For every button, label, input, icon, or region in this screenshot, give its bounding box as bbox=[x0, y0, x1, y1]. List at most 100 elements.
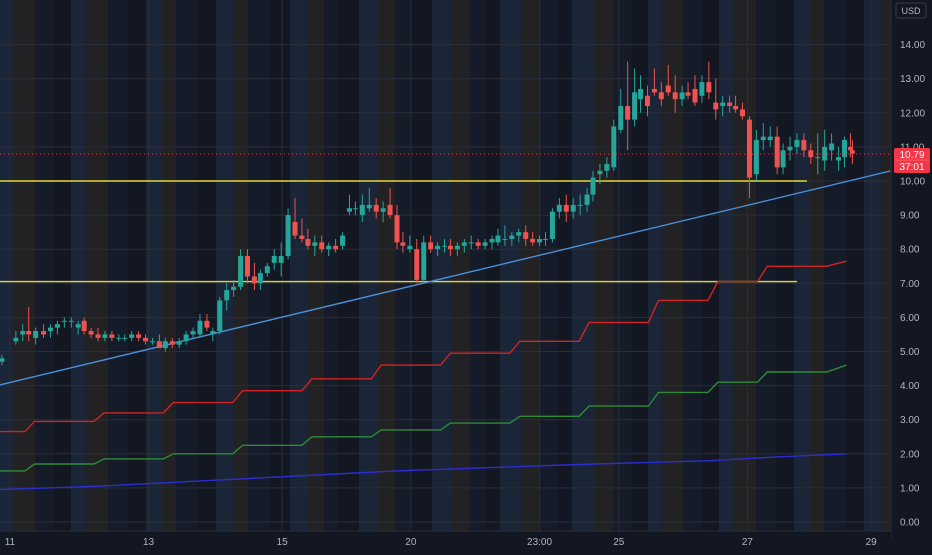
price-axis-panel[interactable] bbox=[891, 0, 932, 540]
currency-button[interactable] bbox=[895, 2, 927, 19]
candle-body bbox=[13, 337, 19, 342]
time-axis-ticks: 11 13 15 20 23:00 25 27 29 bbox=[5, 537, 877, 548]
session-band bbox=[71, 0, 86, 531]
candle-body bbox=[829, 143, 835, 151]
time-axis-panel[interactable] bbox=[0, 531, 891, 550]
candles[interactable] bbox=[0, 61, 855, 366]
candle-body bbox=[251, 276, 257, 284]
session-band bbox=[683, 0, 702, 531]
session-band bbox=[452, 0, 470, 531]
candle-body bbox=[61, 320, 67, 322]
session-band bbox=[432, 0, 452, 531]
price-tick-label: 0.00 bbox=[900, 518, 920, 529]
indicator-line bbox=[0, 364, 847, 472]
candle-body bbox=[733, 105, 739, 110]
session-band bbox=[776, 0, 794, 531]
candle-body bbox=[340, 235, 346, 246]
candle-body bbox=[54, 324, 60, 328]
candle-body bbox=[387, 204, 393, 216]
candle-body bbox=[530, 238, 536, 243]
candle-body bbox=[421, 242, 427, 280]
candle-body bbox=[319, 242, 325, 250]
candle-body bbox=[611, 126, 617, 168]
candle-body bbox=[366, 204, 372, 209]
candle-body bbox=[75, 324, 81, 328]
session-band bbox=[216, 0, 233, 531]
session-band bbox=[162, 0, 176, 531]
candle-body bbox=[502, 238, 508, 240]
candle-body bbox=[658, 92, 664, 100]
price-tick-label: 1.00 bbox=[900, 483, 920, 494]
candle-body bbox=[299, 235, 305, 239]
candle-body bbox=[632, 92, 638, 120]
candle-body bbox=[468, 242, 474, 244]
candle-body bbox=[373, 204, 379, 212]
session-band bbox=[308, 0, 324, 531]
session-band bbox=[176, 0, 197, 531]
candle-body bbox=[727, 102, 733, 106]
candle-body bbox=[47, 327, 53, 332]
session-band bbox=[540, 0, 557, 531]
last-price-value: 10.79 bbox=[899, 150, 924, 161]
candle-body bbox=[454, 245, 460, 250]
candle-body bbox=[740, 109, 745, 117]
candle-body bbox=[428, 242, 434, 250]
price-axis-ticks: 0.00 1.00 2.00 3.00 4.00 5.00 6.00 7.00 8.00 9.00… bbox=[900, 40, 925, 528]
candle-body bbox=[312, 242, 318, 246]
price-tick-label: 14.00 bbox=[900, 40, 925, 51]
candle-body bbox=[271, 256, 277, 263]
session-band bbox=[410, 0, 432, 531]
session-band bbox=[864, 0, 881, 531]
session-band bbox=[702, 0, 719, 531]
price-tick-label: 13.00 bbox=[900, 74, 925, 85]
candle-body bbox=[88, 331, 94, 335]
candle-body bbox=[143, 337, 149, 342]
session-band bbox=[128, 0, 146, 531]
time-tick-label: 15 bbox=[277, 537, 289, 548]
session-band bbox=[359, 0, 378, 531]
candle-body bbox=[400, 242, 406, 246]
session-band bbox=[662, 0, 683, 531]
candle-body bbox=[774, 136, 780, 168]
session-band bbox=[86, 0, 108, 531]
candle-body bbox=[563, 204, 569, 212]
candle-body bbox=[692, 88, 698, 103]
session-band bbox=[248, 0, 270, 531]
candle-body bbox=[570, 204, 576, 212]
candle-body bbox=[679, 92, 685, 100]
candle-body bbox=[604, 163, 610, 171]
candle-body bbox=[217, 300, 223, 332]
time-tick-label: 27 bbox=[742, 537, 754, 548]
candle-body bbox=[495, 235, 501, 243]
session-band bbox=[845, 0, 864, 531]
price-tick-label: 7.00 bbox=[900, 279, 920, 290]
candle-body bbox=[542, 238, 548, 240]
candle-body bbox=[33, 331, 39, 338]
candle-body bbox=[847, 146, 853, 151]
candle-body bbox=[81, 320, 87, 332]
candle-body bbox=[780, 150, 786, 168]
candle-body bbox=[238, 256, 244, 287]
candle-body bbox=[489, 238, 495, 243]
price-badge: 10.79 37:01 bbox=[894, 148, 930, 174]
candle-body bbox=[475, 242, 481, 246]
session-band bbox=[756, 0, 776, 531]
time-tick-label: 20 bbox=[405, 537, 417, 548]
price-tick-label: 10.00 bbox=[900, 177, 925, 188]
candle-body bbox=[380, 208, 386, 212]
price-tick-label: 12.00 bbox=[900, 108, 925, 119]
candle-body bbox=[109, 334, 115, 338]
candle-body bbox=[482, 242, 488, 246]
candle-body bbox=[231, 286, 237, 291]
session-band bbox=[338, 0, 359, 531]
candle-body bbox=[129, 334, 135, 338]
price-tick-label: 6.00 bbox=[900, 313, 920, 324]
candle-body bbox=[597, 170, 603, 175]
candle-body bbox=[305, 238, 311, 246]
candle-body bbox=[149, 341, 155, 343]
indicator-line bbox=[0, 260, 847, 433]
bar-countdown: 37:01 bbox=[899, 162, 924, 173]
candle-body bbox=[136, 334, 142, 338]
